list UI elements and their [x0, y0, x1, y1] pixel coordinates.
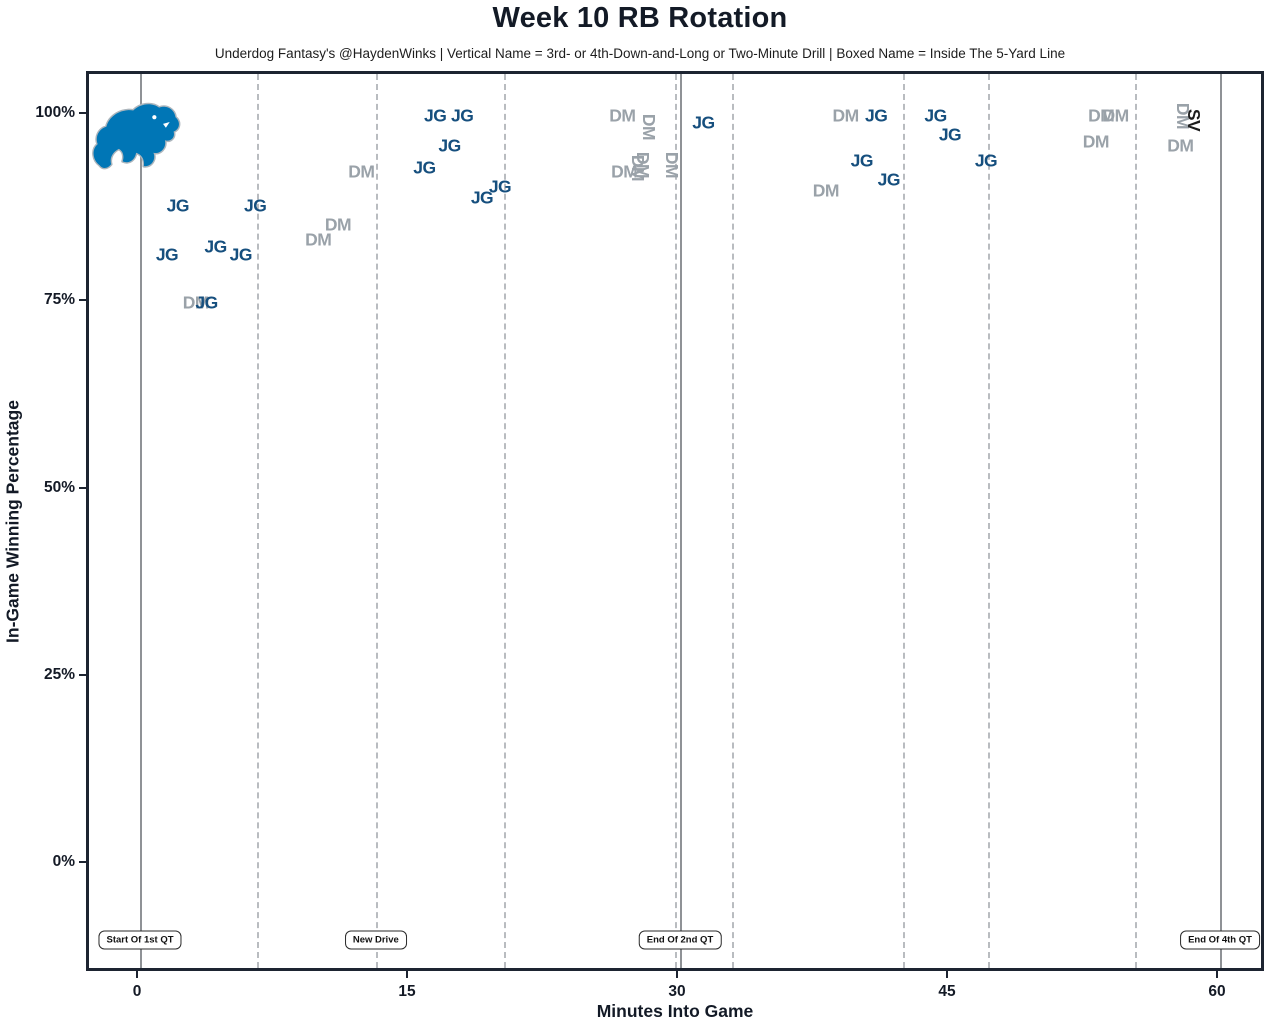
player-point-jg: JG — [850, 150, 874, 171]
new-drive-line — [732, 74, 735, 968]
quarter-event-line — [140, 74, 142, 968]
detroit-lions-logo-icon — [92, 102, 181, 170]
y-tick-label: 75% — [43, 291, 75, 309]
x-tick-mark — [946, 971, 948, 978]
player-point-jg: JG — [413, 157, 436, 178]
y-tick-mark — [79, 673, 86, 676]
x-tick-mark — [676, 971, 678, 978]
y-tick-label: 100% — [35, 104, 75, 121]
player-point-jg: JG — [244, 195, 267, 216]
new-drive-line — [1135, 74, 1138, 968]
player-point-jg: JG — [877, 168, 901, 189]
player-point-dm: DM — [632, 151, 653, 178]
x-tick-label: 45 — [938, 983, 956, 1000]
player-point-jg: JG — [470, 187, 494, 208]
y-tick-mark — [79, 861, 86, 863]
x-tick-label: 60 — [1208, 983, 1226, 1000]
quarter-event-line — [680, 74, 682, 968]
player-point-dm: DM — [1102, 105, 1129, 126]
x-tick-label: 0 — [132, 983, 142, 1000]
chart-title: Week 10 RB Rotation — [492, 2, 788, 34]
player-point-jg: JG — [155, 243, 179, 264]
player-point-jg: JG — [865, 105, 888, 126]
y-tick-label: 0% — [52, 853, 75, 870]
event-label-box: New Drive — [344, 930, 407, 950]
y-tick-mark — [79, 486, 86, 489]
new-drive-line — [903, 74, 906, 968]
new-drive-line — [257, 74, 259, 968]
new-drive-line — [987, 74, 990, 968]
y-tick-label: 25% — [43, 665, 75, 683]
player-point-dm: DM — [1167, 135, 1194, 156]
y-tick-mark — [79, 299, 86, 302]
event-label-box: End Of 4th QT — [1180, 930, 1260, 950]
player-point-dm: DM — [832, 105, 859, 126]
new-drive-line — [674, 74, 677, 968]
player-point-jg: JG — [488, 176, 512, 197]
player-point-dm: DM — [182, 292, 210, 313]
new-drive-line — [503, 74, 506, 968]
player-point-jg: JG — [204, 236, 227, 257]
x-tick-mark — [1216, 971, 1218, 978]
player-point-dm: DM — [1088, 105, 1115, 126]
player-point-jg: JG — [229, 243, 253, 264]
player-point-sv: SV — [1183, 108, 1204, 131]
player-point-dm: DM — [305, 228, 332, 249]
y-tick-label: 50% — [43, 478, 75, 496]
event-label-box: Start Of 1st QT — [98, 930, 182, 950]
player-point-dm: DM — [609, 105, 636, 126]
event-label-box: End Of 2nd QT — [638, 930, 722, 950]
player-point-jg: JG — [924, 105, 947, 126]
player-point-jg: JG — [424, 105, 447, 126]
player-point-dm: DM — [348, 161, 375, 182]
player-point-dm: DM — [812, 180, 840, 201]
y-tick-mark — [79, 112, 86, 114]
player-point-jg: JG — [438, 135, 461, 156]
new-drive-line — [375, 74, 378, 968]
player-point-jg: JG — [974, 150, 998, 171]
y-axis-label: In-Game Winning Percentage — [2, 400, 23, 643]
player-point-jg: JG — [195, 292, 218, 313]
player-point-jg: JG — [451, 105, 474, 126]
x-axis-label: Minutes Into Game — [596, 1001, 754, 1021]
quarter-event-line — [1220, 74, 1222, 968]
player-point-dm: DM — [661, 151, 682, 178]
player-point-jg: JG — [692, 112, 715, 133]
x-tick-label: 30 — [668, 983, 686, 1000]
player-point-dm: DM — [638, 114, 659, 141]
plot-area: DM DM DM DM DM DM DM DM DM DM DM DM DM DM DM DM DM JG JG JG… — [86, 71, 1264, 971]
player-point-dm: DM — [324, 213, 352, 234]
player-point-jg: JG — [938, 123, 962, 144]
player-point-dm: DM — [1082, 131, 1110, 152]
x-tick-mark — [406, 971, 408, 978]
x-tick-label: 15 — [398, 983, 416, 1000]
x-tick-mark — [136, 971, 138, 978]
player-point-dm: DM — [611, 161, 638, 182]
chart-subtitle: Underdog Fantasy's @HaydenWinks | Vertic… — [214, 46, 1066, 61]
player-point-jg: JG — [166, 195, 190, 216]
